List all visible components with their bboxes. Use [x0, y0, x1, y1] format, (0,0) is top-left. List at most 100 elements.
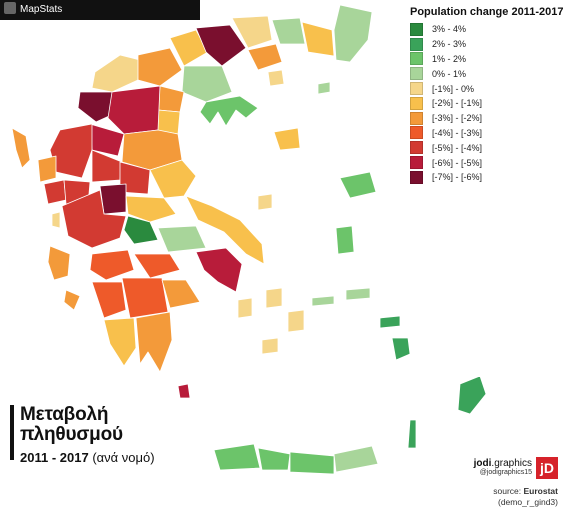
legend-label: [-6%] - [-5%]: [432, 157, 483, 168]
region-karpathos: [407, 419, 417, 449]
region-lasithi: [333, 445, 379, 473]
legend-item: 1% - 2%: [410, 52, 570, 67]
brand-name: jodi.graphics: [474, 458, 532, 469]
region-argolida: [161, 279, 201, 309]
jodi-logo-icon: jD: [536, 457, 558, 479]
brand-credit: jodi.graphics @jodigraphics15: [474, 458, 532, 476]
region-kozani: [107, 85, 161, 135]
brand-name-main: jodi: [473, 458, 492, 469]
legend-item: [-5%] - [-4%]: [410, 140, 570, 155]
region-evrytania: [99, 183, 127, 215]
brand-name-suffix: .graphics: [491, 458, 532, 469]
region-lefkada: [51, 211, 61, 229]
subtitle-detail: (ανά νομό): [92, 450, 155, 465]
region-kythira: [177, 383, 191, 399]
region-pella: [137, 47, 183, 87]
legend-item: 3% - 4%: [410, 22, 570, 37]
map-title-line1: Μεταβολή: [20, 404, 109, 425]
region-imathia: [157, 85, 185, 113]
legend-label: [-4%] - [-3%]: [432, 127, 483, 138]
region-thessaloniki: [181, 65, 233, 103]
region-samothraki: [317, 81, 331, 95]
region-thesprotia: [37, 155, 57, 183]
region-irakleio: [289, 451, 335, 475]
region-lakonia: [135, 311, 173, 373]
region-cyclades-central: [265, 287, 283, 309]
legend-item: [-7%] - [-6%]: [410, 170, 570, 185]
map-title-line2: πληθυσμού: [20, 424, 123, 445]
region-achaia: [89, 249, 135, 281]
region-ikaria: [311, 295, 335, 307]
source-code: (demo_r_gind3): [497, 497, 558, 507]
legend-label: 0% - 1%: [432, 68, 467, 79]
region-attiki: [195, 247, 243, 293]
legend-swatch: [410, 156, 423, 170]
source-note: source: Eurostat (demo_r_gind3): [493, 486, 558, 508]
region-drama: [231, 15, 273, 49]
legend-swatch: [410, 82, 423, 96]
region-dodecanese-kalymnos: [391, 337, 411, 361]
legend-label: 2% - 3%: [432, 39, 467, 50]
legend-label: [-2%] - [-1%]: [432, 98, 483, 109]
legend-swatch: [410, 96, 423, 110]
legend-item: 2% - 3%: [410, 37, 570, 52]
legend-swatch: [410, 170, 423, 184]
region-preveza: [43, 179, 67, 205]
legend-label: [-7%] - [-6%]: [432, 172, 483, 183]
region-lesvos: [339, 171, 377, 199]
legend-label: 1% - 2%: [432, 53, 467, 64]
region-aitoloakarnania: [61, 189, 127, 249]
region-korinthia: [133, 253, 181, 279]
legend-swatch: [410, 111, 423, 125]
region-fokida: [123, 215, 159, 245]
region-serres: [195, 24, 247, 67]
legend-swatch: [410, 67, 423, 81]
region-skyros: [257, 193, 273, 211]
mapstats-logo-icon: [4, 2, 16, 15]
region-evros: [333, 4, 373, 63]
region-halkidiki: [199, 95, 259, 127]
region-samos: [345, 287, 371, 301]
region-messinia: [103, 317, 137, 367]
legend-item: [-4%] - [-3%]: [410, 126, 570, 141]
region-viotia: [157, 225, 207, 253]
title-accent-bar: [10, 405, 14, 460]
region-arkadia: [121, 277, 169, 319]
legend-item: [-1%] - 0%: [410, 81, 570, 96]
region-cyclades-naxos: [287, 309, 305, 333]
legend-swatch: [410, 52, 423, 66]
source-prefix: source:: [493, 486, 522, 496]
region-florina: [91, 54, 141, 93]
region-kerkyra: [11, 127, 31, 169]
legend-title: Population change 2011-2017: [410, 6, 564, 18]
legend-swatch: [410, 22, 423, 36]
legend-item: [-3%] - [-2%]: [410, 111, 570, 126]
legend-label: 3% - 4%: [432, 24, 467, 35]
app-name: MapStats: [20, 4, 63, 15]
region-chios: [335, 225, 355, 255]
map-title-block: Μεταβολή πληθυσμού 2011 - 2017 (ανά νομό…: [20, 404, 240, 466]
source-name: Eurostat: [523, 486, 558, 496]
legend-swatch: [410, 141, 423, 155]
region-rodos: [457, 375, 487, 415]
legend-label: [-1%] - 0%: [432, 83, 475, 94]
region-fthiotida: [125, 195, 177, 223]
region-ioannina: [49, 123, 93, 179]
region-kavala: [247, 43, 283, 71]
region-evia: [185, 195, 265, 265]
region-chania: [213, 443, 261, 471]
region-zakynthos: [63, 289, 81, 311]
brand-handle: @jodigraphics15: [479, 469, 532, 476]
legend-item: [-6%] - [-5%]: [410, 155, 570, 170]
legend-item: 0% - 1%: [410, 66, 570, 81]
legend-label: [-3%] - [-2%]: [432, 113, 483, 124]
legend-label: [-5%] - [-4%]: [432, 142, 483, 153]
region-xanthi: [271, 17, 306, 45]
region-rodopi: [301, 21, 335, 57]
region-karditsa: [119, 161, 151, 195]
legend-swatch: [410, 37, 423, 51]
legend-swatch: [410, 126, 423, 140]
region-cyclades-west: [237, 297, 253, 319]
app-topbar: MapStats: [0, 0, 200, 20]
